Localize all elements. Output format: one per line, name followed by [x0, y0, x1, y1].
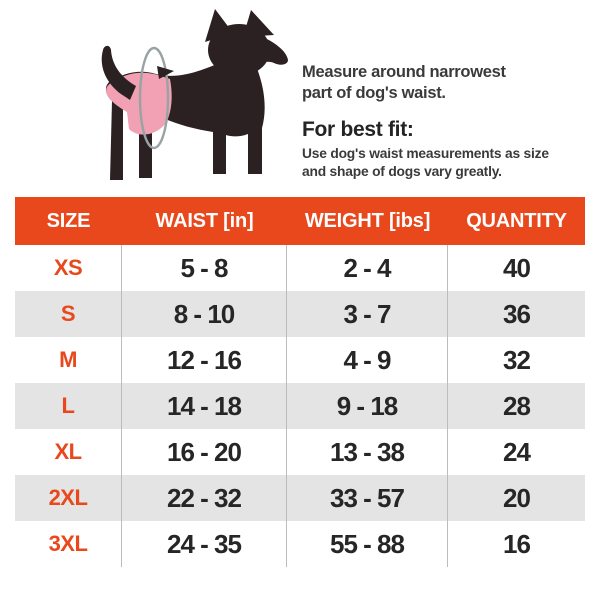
dog-measurement-illustration — [101, 9, 288, 180]
waist-cell: 16 - 20 — [122, 429, 287, 475]
waist-cell: 24 - 35 — [122, 521, 287, 567]
quantity-cell: 16 — [503, 528, 531, 559]
size-cell: L — [15, 383, 122, 429]
table-header-row: SIZE WAIST [in] WEIGHT [ibs] QUANTITY — [15, 197, 585, 245]
header-quantity: QUANTITY — [466, 209, 567, 232]
waist-cell: 8 - 10 — [122, 291, 287, 337]
fit-note-line2: and shape of dogs vary greatly. — [302, 164, 502, 179]
table-row-2xl: 2XL 22 - 32 33 - 57 20 — [15, 475, 585, 521]
size-cell: S — [15, 291, 122, 337]
size-cell: XS — [15, 245, 122, 291]
waist-cell: 5 - 8 — [122, 245, 287, 291]
quantity-cell: 40 — [503, 252, 531, 283]
size-chart-table: SIZE WAIST [in] WEIGHT [ibs] QUANTITY XS… — [15, 197, 585, 567]
fit-note-line1: Use dog's waist measurements as size — [302, 146, 549, 161]
dog-snout — [254, 38, 288, 66]
header-waist: WAIST [in] — [155, 209, 254, 232]
measure-arrow-icon — [157, 66, 174, 79]
size-cell: XL — [15, 429, 122, 475]
measure-instruction-line2: part of dog's waist. — [302, 84, 446, 102]
dog-tail — [101, 45, 136, 100]
weight-cell: 55 - 88 — [287, 521, 448, 567]
waist-cell: 12 - 16 — [122, 337, 287, 383]
weight-cell: 4 - 9 — [287, 337, 448, 383]
quantity-cell: 36 — [503, 298, 531, 329]
quantity-cell: 32 — [503, 344, 531, 375]
measure-instruction-line1: Measure around narrowest — [302, 63, 506, 81]
hero-section: Measure around narrowest part of dog's w… — [0, 0, 600, 197]
waist-cell: 22 - 32 — [122, 475, 287, 521]
fit-note: Use dog's waist measurements as size and… — [302, 145, 592, 181]
measuring-loop-icon — [138, 46, 170, 150]
table-row-l: L 14 - 18 9 - 18 28 — [15, 383, 585, 429]
header-weight: WEIGHT [ibs] — [304, 209, 431, 232]
weight-cell: 13 - 38 — [287, 429, 448, 475]
weight-cell: 9 - 18 — [287, 383, 448, 429]
size-cell: 2XL — [15, 475, 122, 521]
instructions-block: Measure around narrowest part of dog's w… — [302, 62, 592, 181]
weight-cell: 33 - 57 — [287, 475, 448, 521]
dog-head — [208, 24, 270, 76]
weight-cell: 3 - 7 — [287, 291, 448, 337]
size-cell: M — [15, 337, 122, 383]
header-size: SIZE — [46, 209, 91, 232]
quantity-cell: 20 — [503, 482, 531, 513]
table-row-s: S 8 - 10 3 - 7 36 — [15, 291, 585, 337]
waist-cell: 14 - 18 — [122, 383, 287, 429]
weight-cell: 2 - 4 — [287, 245, 448, 291]
quantity-cell: 28 — [503, 390, 531, 421]
dog-ear-left-icon — [205, 9, 233, 42]
quantity-cell: 24 — [503, 436, 531, 467]
measure-instruction: Measure around narrowest part of dog's w… — [302, 62, 592, 104]
table-row-xl: XL 16 - 20 13 - 38 24 — [15, 429, 585, 475]
fit-title: For best fit: — [302, 118, 414, 141]
table-row-m: M 12 - 16 4 - 9 32 — [15, 337, 585, 383]
dog-ear-right-icon — [243, 10, 274, 37]
size-cell: 3XL — [15, 521, 122, 567]
table-row-xs: XS 5 - 8 2 - 4 40 — [15, 245, 585, 291]
table-row-3xl: 3XL 24 - 35 55 - 88 16 — [15, 521, 585, 567]
